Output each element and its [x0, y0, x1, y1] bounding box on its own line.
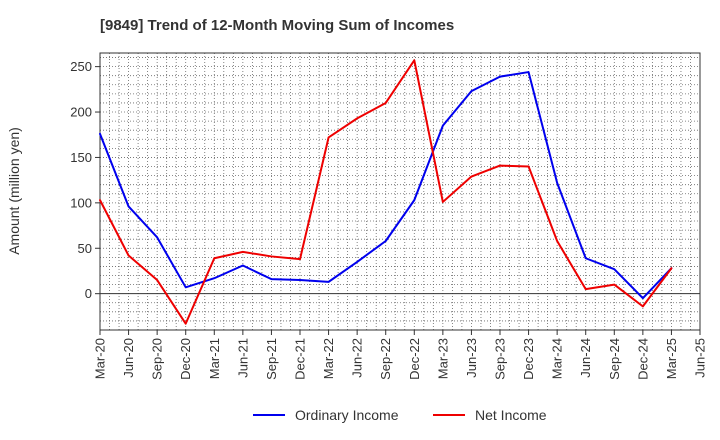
x-tick-label: Dec-24	[635, 338, 650, 380]
data-point	[613, 268, 615, 270]
data-point	[299, 279, 301, 281]
x-tick-label: Jun-24	[578, 338, 593, 378]
data-point	[613, 283, 615, 285]
data-point	[127, 205, 129, 207]
data-point	[442, 201, 444, 203]
x-tick-label: Mar-24	[550, 338, 565, 379]
data-point	[499, 75, 501, 77]
data-point	[556, 182, 558, 184]
data-point	[327, 281, 329, 283]
data-point	[442, 124, 444, 126]
data-point	[156, 279, 158, 281]
legend-label: Net Income	[475, 407, 547, 423]
data-point	[299, 258, 301, 260]
data-point	[470, 90, 472, 92]
data-point	[642, 297, 644, 299]
y-tick-label: 0	[85, 286, 92, 301]
x-tick-label: Mar-22	[321, 338, 336, 379]
data-point	[585, 288, 587, 290]
data-point	[327, 136, 329, 138]
data-point	[156, 236, 158, 238]
y-axis-label: Amount (million yen)	[6, 127, 22, 255]
x-tick-layer: Mar-20 Jun-20 Sep-20 Dec-20 Mar-21 Jun-21 Sep-…	[93, 330, 708, 380]
x-tick-label: Mar-20	[93, 338, 108, 379]
data-point	[185, 322, 187, 324]
x-tick-label: Sep-24	[607, 338, 622, 380]
series-line-ordinary-income	[99, 71, 673, 300]
y-tick-label: 200	[70, 105, 92, 120]
chart-title: [9849] Trend of 12-Month Moving Sum of I…	[100, 17, 454, 34]
x-tick-label: Sep-21	[264, 338, 279, 380]
x-tick-label: Mar-23	[435, 338, 450, 379]
data-point	[385, 102, 387, 104]
x-tick-label: Mar-25	[664, 338, 679, 379]
legend-label: Ordinary Income	[295, 407, 399, 423]
y-tick-label: 100	[70, 195, 92, 210]
x-tick-label: Dec-21	[293, 338, 308, 380]
data-point	[499, 164, 501, 166]
data-point	[385, 240, 387, 242]
x-tick-label: Dec-20	[178, 338, 193, 380]
data-point	[556, 240, 558, 242]
x-tick-label: Jun-23	[464, 338, 479, 378]
data-point	[270, 255, 272, 257]
data-point	[99, 199, 101, 201]
x-tick-label: Sep-20	[150, 338, 165, 380]
data-point	[527, 165, 529, 167]
x-tick-label: Mar-21	[207, 338, 222, 379]
series-layer	[99, 59, 673, 325]
x-tick-label: Jun-25	[693, 338, 708, 378]
y-tick-label: 150	[70, 150, 92, 165]
x-tick-label: Sep-23	[493, 338, 508, 380]
data-point	[642, 305, 644, 307]
data-point	[242, 264, 244, 266]
data-point	[470, 175, 472, 177]
x-tick-label: Jun-22	[350, 338, 365, 378]
x-tick-label: Sep-22	[378, 338, 393, 380]
data-point	[527, 71, 529, 73]
x-tick-label: Jun-21	[235, 338, 250, 378]
data-point	[413, 59, 415, 61]
data-point	[213, 277, 215, 279]
data-point	[185, 286, 187, 288]
x-tick-label: Dec-23	[521, 338, 536, 380]
plot-frame	[99, 52, 701, 331]
data-point	[213, 257, 215, 259]
data-point	[356, 261, 358, 263]
legend: Ordinary Income Net Income	[253, 407, 547, 423]
grid-layer	[100, 53, 700, 331]
y-tick-label: 50	[78, 241, 92, 256]
x-tick-label: Jun-20	[121, 338, 136, 378]
data-point	[585, 257, 587, 259]
y-tick-layer: 0 50 100 150 200 250	[70, 59, 100, 301]
data-point	[413, 199, 415, 201]
data-point	[356, 117, 358, 119]
series-line-net-income	[99, 59, 673, 325]
y-tick-label: 250	[70, 59, 92, 74]
data-point	[99, 133, 101, 135]
data-point	[670, 267, 672, 269]
x-tick-label: Dec-22	[407, 338, 422, 380]
data-point	[270, 278, 272, 280]
data-point	[242, 251, 244, 253]
data-point	[127, 254, 129, 256]
